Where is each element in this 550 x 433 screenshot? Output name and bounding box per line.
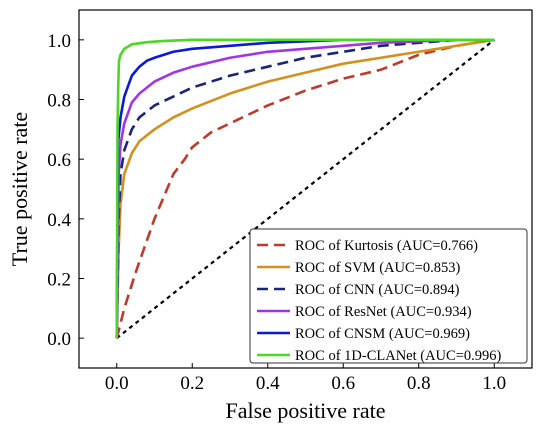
plot-frame [78,9,533,369]
legend-entry: ROC of ResNet (AUC=0.934) [295,304,472,320]
x-axis-title: False positive rate [225,398,385,423]
chance-diagonal-line [116,38,495,340]
y-tick-label: 1.0 [47,31,71,52]
roc-curve-6 [115,38,495,339]
x-tick-label: 0.0 [105,373,129,394]
x-axis: 0.0 0.2 0.4 0.6 0.8 1.0 [105,363,506,394]
roc-curve-4 [115,38,495,339]
y-tick-label: 0.0 [47,329,71,350]
y-tick-label: 0.8 [47,91,71,112]
reference-layer [116,38,495,340]
legend-entry: ROC of SVM (AUC=0.853) [295,260,460,276]
x-tick-label: 0.8 [407,373,431,394]
legend-entry: ROC of Kurtosis (AUC=0.766) [295,238,478,254]
roc-curve-2 [115,38,495,339]
series-layer [115,38,495,339]
y-tick-label: 0.4 [47,210,71,231]
legend-entry: ROC of CNSM (AUC=0.969) [295,326,470,342]
y-axis-title: True positive rate [7,112,32,266]
roc-curve-1 [115,38,495,339]
x-tick-label: 0.4 [256,373,280,394]
y-axis: 0.0 0.2 0.4 0.6 0.8 1.0 [47,31,84,350]
legend-box [249,228,528,364]
roc-curve-3 [115,38,495,339]
x-tick-label: 1.0 [482,373,506,394]
legend: ROC of Kurtosis (AUC=0.766) ROC of SVM (A… [249,228,528,364]
y-tick-label: 0.6 [47,150,71,171]
legend-entry: ROC of 1D-CLANet (AUC=0.996) [295,348,501,364]
x-tick-label: 0.2 [180,373,204,394]
y-tick-label: 0.2 [47,270,71,291]
legend-entry: ROC of CNN (AUC=0.894) [295,282,460,298]
x-tick-label: 0.6 [331,373,355,394]
